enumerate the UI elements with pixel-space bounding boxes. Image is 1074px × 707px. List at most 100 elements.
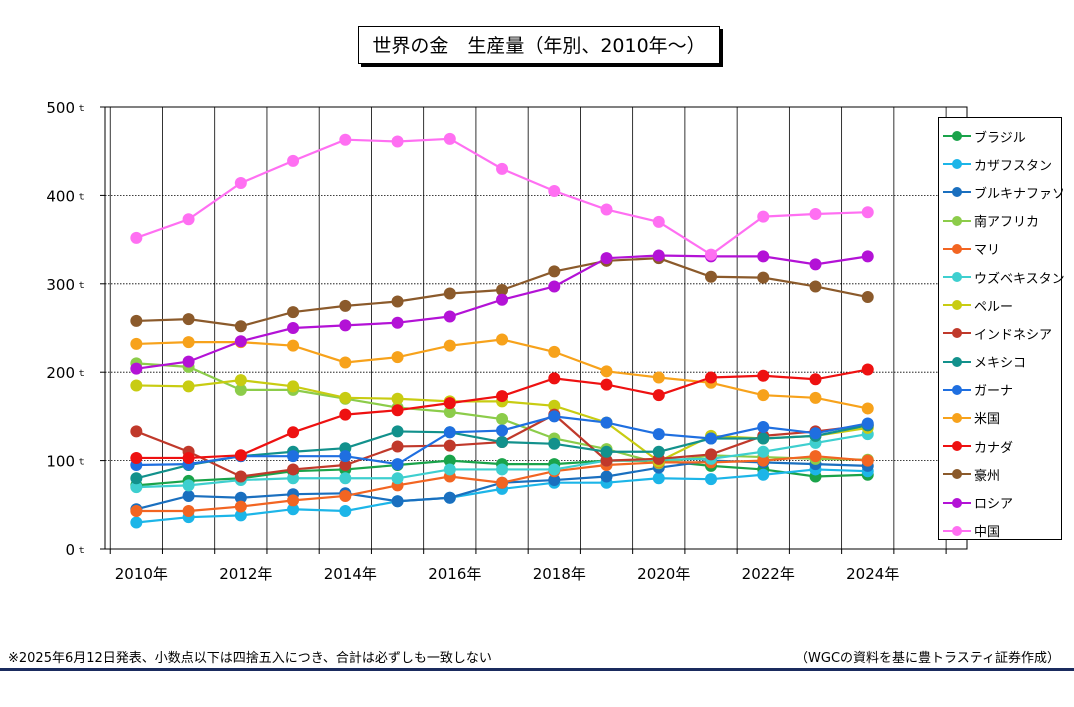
- data-point: [809, 258, 822, 271]
- data-point: [234, 177, 247, 190]
- data-point: [809, 207, 822, 220]
- data-point: [861, 417, 874, 430]
- legend-item: ロシア: [939, 488, 1061, 516]
- data-point: [234, 500, 247, 513]
- data-point: [757, 250, 770, 263]
- legend-swatch: [943, 468, 971, 480]
- data-point: [705, 270, 718, 283]
- data-point: [182, 313, 195, 326]
- data-point: [600, 445, 613, 458]
- data-point: [339, 459, 352, 472]
- data-point: [705, 448, 718, 461]
- legend-label: ロシア: [974, 497, 1014, 513]
- legend-label: ガーナ: [974, 384, 1014, 400]
- data-point: [652, 389, 665, 402]
- data-point: [339, 504, 352, 517]
- data-point: [861, 250, 874, 263]
- data-point: [548, 372, 561, 385]
- legend-label: 米国: [974, 412, 1001, 428]
- data-point: [600, 378, 613, 391]
- x-tick-label: 2016年: [428, 565, 481, 583]
- data-point: [339, 472, 352, 485]
- legend-label: 南アフリカ: [974, 215, 1040, 231]
- data-point: [391, 458, 404, 471]
- data-point: [391, 472, 404, 485]
- y-tick-label: 500: [46, 99, 75, 117]
- data-point: [339, 450, 352, 463]
- data-point: [757, 210, 770, 223]
- legend-label: 豪州: [974, 468, 1001, 484]
- data-point: [182, 336, 195, 349]
- x-tick-label: 2020年: [637, 565, 690, 583]
- legend-swatch: [943, 525, 971, 537]
- legend-item: カザフスタン: [939, 150, 1061, 178]
- x-tick-label: 2024年: [846, 565, 899, 583]
- y-tick-label: 200: [46, 364, 75, 382]
- series-line: [136, 254, 868, 370]
- data-point: [443, 287, 456, 300]
- legend-item: 米国: [939, 404, 1061, 432]
- data-point: [287, 472, 300, 485]
- legend-item: ウズベキスタン: [939, 263, 1065, 291]
- data-point: [182, 380, 195, 393]
- data-point: [496, 333, 509, 346]
- legend-label: ウズベキスタン: [974, 271, 1065, 287]
- legend-item: マリ: [939, 235, 1061, 263]
- data-point: [861, 291, 874, 304]
- legend-swatch: [943, 327, 971, 339]
- legend-swatch: [943, 412, 971, 424]
- data-point: [391, 495, 404, 508]
- data-point: [548, 437, 561, 450]
- data-point: [757, 369, 770, 382]
- data-point: [496, 293, 509, 306]
- legend-swatch: [943, 384, 971, 396]
- data-point: [443, 463, 456, 476]
- data-point: [130, 481, 143, 494]
- data-point: [809, 373, 822, 386]
- data-point: [130, 516, 143, 529]
- data-point: [443, 454, 456, 467]
- data-point: [548, 345, 561, 358]
- data-point: [548, 474, 561, 487]
- y-tick-label: 100: [46, 453, 75, 471]
- data-point: [496, 390, 509, 403]
- data-point: [391, 404, 404, 417]
- data-point: [443, 132, 456, 145]
- x-tick-label: 2018年: [533, 565, 586, 583]
- data-point: [339, 356, 352, 369]
- data-point: [130, 231, 143, 244]
- data-point: [443, 491, 456, 504]
- data-point: [496, 436, 509, 449]
- legend-swatch: [943, 186, 971, 198]
- y-tick-unit: ｔ: [77, 546, 86, 556]
- data-point: [130, 379, 143, 392]
- data-point: [652, 472, 665, 485]
- data-point: [391, 135, 404, 148]
- legend-swatch: [943, 356, 971, 368]
- legend-label: カナダ: [974, 440, 1014, 456]
- bottom-rule: [0, 668, 1074, 671]
- data-point: [287, 450, 300, 463]
- data-point: [287, 306, 300, 319]
- data-point: [705, 371, 718, 384]
- data-point: [861, 363, 874, 376]
- data-point: [391, 392, 404, 405]
- legend-item: カナダ: [939, 432, 1061, 460]
- data-point: [496, 413, 509, 426]
- legend-swatch: [943, 158, 971, 170]
- data-point: [182, 213, 195, 226]
- data-point: [339, 299, 352, 312]
- data-point: [287, 339, 300, 352]
- y-tick-unit: ｔ: [77, 281, 86, 291]
- legend-swatch: [943, 130, 971, 142]
- data-point: [339, 489, 352, 502]
- chart-title: 世界の金 生産量（年別、2010年～）: [358, 26, 720, 64]
- data-point: [705, 432, 718, 445]
- legend-swatch: [943, 299, 971, 311]
- series-line: [135, 137, 868, 256]
- data-point: [130, 472, 143, 485]
- data-point: [496, 463, 509, 476]
- data-point: [287, 463, 300, 476]
- data-point: [443, 397, 456, 410]
- data-point: [757, 389, 770, 402]
